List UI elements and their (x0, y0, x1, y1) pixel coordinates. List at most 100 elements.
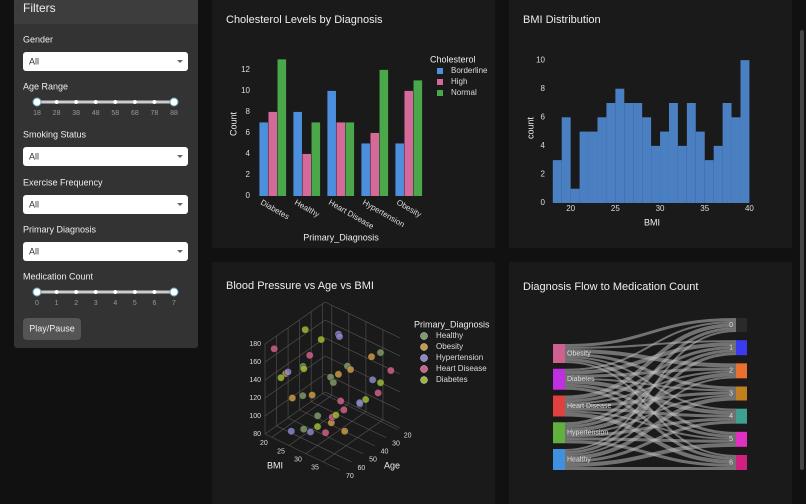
y-tick-label: 0 (246, 191, 251, 200)
scatter-point (332, 411, 340, 419)
sankey-node[interactable] (553, 344, 565, 363)
bar (277, 59, 287, 196)
control-label: Medication Count (23, 271, 94, 281)
x-axis-label: BMI (644, 217, 660, 227)
select-arrow (177, 203, 183, 206)
sankey-node[interactable] (553, 449, 565, 470)
bar (660, 131, 669, 203)
sankey-node[interactable] (736, 318, 747, 332)
node-label: Healthy (567, 456, 591, 463)
scatter-point (355, 398, 364, 407)
bar (327, 90, 336, 196)
grid-line (324, 373, 401, 411)
sankey-link (564, 391, 737, 408)
bar (370, 132, 380, 196)
slider-handle[interactable] (32, 97, 42, 107)
node-label: Diabetes (567, 376, 595, 383)
y-tick-label: 6 (541, 112, 546, 121)
bar (293, 111, 302, 196)
scatter-point (376, 348, 385, 357)
sankey-link (564, 340, 737, 349)
z-tick-label: 100 (249, 413, 261, 420)
sidebar-header (14, 0, 198, 24)
slider-handle[interactable] (32, 287, 42, 297)
y-tick-label: 10 (241, 86, 250, 95)
y-axis-label: BMI (267, 460, 283, 470)
select-box[interactable] (23, 52, 188, 71)
z-tick-label: 160 (249, 359, 261, 366)
bar (606, 103, 616, 203)
grid-line (322, 419, 384, 463)
x-tick-label: 70 (346, 473, 354, 480)
sankey-node[interactable] (553, 422, 565, 444)
bar (713, 145, 723, 203)
scatter-point (376, 378, 385, 387)
sankey-link (564, 323, 737, 400)
legend-label: Obesity (436, 342, 463, 351)
slider-tick-label: 28 (53, 110, 61, 117)
sankey-node[interactable] (736, 363, 747, 379)
slider-tick (54, 100, 59, 104)
sankey-node[interactable] (736, 340, 747, 356)
bar (302, 153, 312, 196)
x-tick-label: 20 (566, 204, 575, 213)
grid-line (324, 391, 401, 429)
scatter-point (306, 428, 315, 436)
slider-tick-label: 3 (94, 300, 98, 307)
scrollbar[interactable] (800, 30, 804, 470)
scatter-point (288, 394, 297, 402)
button[interactable] (23, 318, 81, 340)
sankey-node[interactable] (736, 408, 747, 424)
bar (597, 117, 607, 203)
legend-swatch (437, 90, 443, 96)
grid-line (324, 355, 401, 393)
select-box[interactable] (23, 147, 188, 166)
bar (413, 80, 423, 196)
scatter-point (346, 365, 355, 374)
sankey-link (564, 318, 737, 347)
bar (615, 88, 625, 203)
select-value: All (29, 246, 39, 256)
bar (379, 69, 389, 196)
slider-tick-label: 4 (113, 300, 117, 307)
panel (212, 262, 495, 504)
y-tick-label: 4 (246, 149, 251, 158)
sankey-node[interactable] (553, 368, 565, 390)
scatter-point (298, 391, 307, 400)
bar (588, 131, 598, 203)
legend-swatch (437, 79, 443, 85)
sankey-link (564, 407, 737, 418)
node-label: 0 (729, 322, 733, 329)
sankey-link (564, 420, 737, 463)
slider-tick-label: 6 (152, 300, 156, 307)
bar (695, 131, 705, 203)
sankey-node[interactable] (736, 431, 747, 447)
select-box[interactable] (23, 195, 188, 214)
slider-tick-label: 48 (92, 110, 100, 117)
sankey-node[interactable] (736, 386, 747, 401)
sankey-link (564, 377, 737, 392)
scatter-point (313, 412, 322, 420)
grid-line (324, 319, 401, 357)
sankey-link (564, 356, 737, 411)
node-label: Hypertension (567, 430, 608, 437)
bar (311, 122, 321, 196)
sankey-node[interactable] (736, 455, 747, 470)
y-tick-label: 12 (241, 65, 250, 74)
legend-label: Diabetes (436, 375, 468, 384)
slider-handle[interactable] (169, 287, 179, 297)
chart-title: Diagnosis Flow to Medication Count (523, 281, 698, 293)
sankey-link (564, 349, 737, 429)
legend-swatch (420, 332, 428, 340)
sankey-node[interactable] (553, 395, 565, 417)
bar (668, 103, 678, 203)
scatter-point (317, 335, 326, 344)
bar (579, 131, 589, 203)
grid-line (264, 337, 326, 381)
slider-tick-label: 38 (72, 110, 80, 117)
slider-tick-label: 0 (35, 300, 39, 307)
z-tick-label: 80 (253, 431, 261, 438)
sankey-link (564, 342, 737, 375)
slider-handle[interactable] (169, 97, 179, 107)
select-box[interactable] (23, 242, 188, 261)
